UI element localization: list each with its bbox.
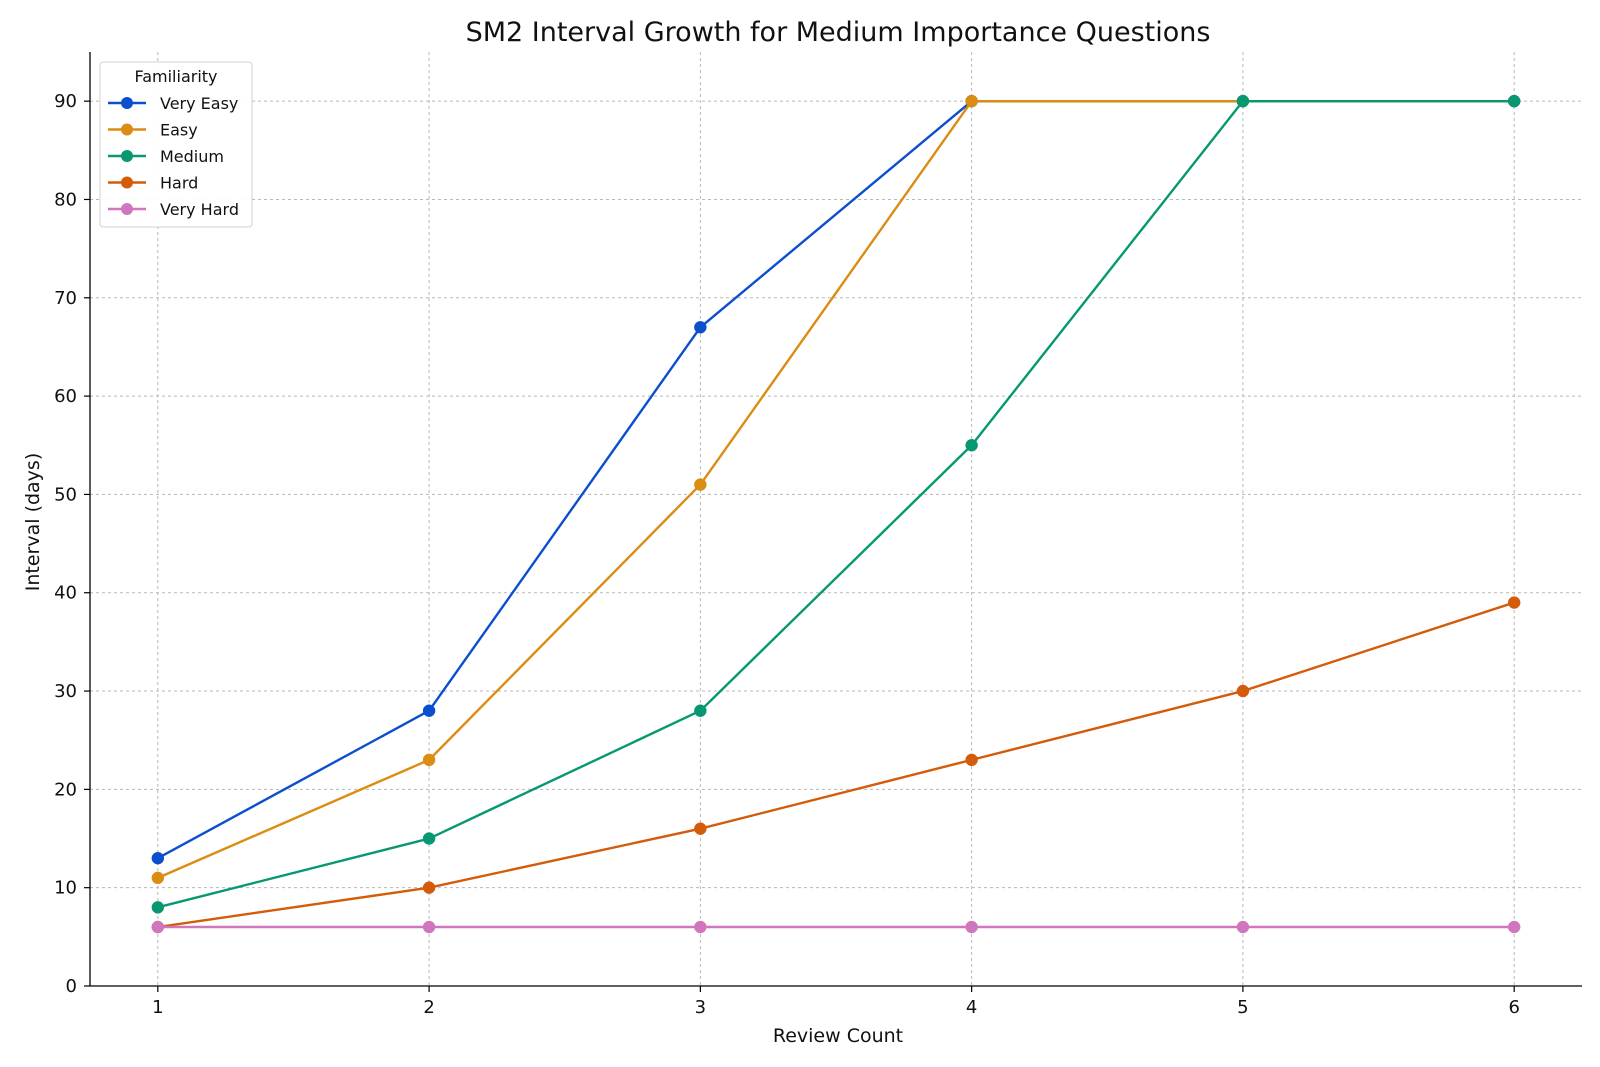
data-point-hard-5 — [1236, 684, 1250, 698]
x-axis-label: Review Count — [773, 1025, 903, 1047]
y-tick-label-30: 30 — [54, 681, 77, 702]
legend-swatch-marker-very-hard — [121, 203, 133, 215]
data-point-very-hard-4 — [965, 920, 978, 934]
series-line-medium — [156, 99, 1516, 909]
data-point-very-hard-5 — [1236, 920, 1250, 934]
y-tick-label-10: 10 — [54, 878, 77, 899]
series-line-easy — [156, 99, 1516, 880]
y-tick-label-0: 0 — [66, 976, 77, 997]
x-tick-label-2: 2 — [423, 997, 434, 1018]
data-point-very-hard-1 — [151, 920, 165, 934]
legend-item-very-hard: Very Hard — [108, 200, 239, 219]
legend-title: Familiarity — [134, 67, 217, 86]
y-tick-label-50: 50 — [54, 484, 77, 505]
series-medium — [151, 94, 1521, 914]
data-point-medium-3 — [694, 704, 707, 717]
legend-item-easy: Easy — [108, 121, 198, 140]
legend-label-very-hard: Very Hard — [160, 200, 239, 219]
series-very-easy — [151, 94, 1521, 865]
data-point-medium-1 — [151, 901, 165, 914]
legend-swatch-marker-very-easy — [121, 97, 133, 109]
data-point-very-easy-1 — [151, 851, 165, 865]
data-point-very-hard-2 — [422, 920, 436, 934]
legend-label-easy: Easy — [160, 121, 198, 140]
data-point-hard-6 — [1507, 596, 1521, 609]
data-point-very-hard-6 — [1507, 920, 1521, 934]
legend-label-medium: Medium — [160, 147, 224, 166]
data-point-easy-3 — [694, 478, 707, 491]
legend-item-hard: Hard — [108, 174, 198, 193]
grid-layer — [90, 52, 1582, 986]
series-hard — [151, 596, 1521, 934]
legend-label-hard: Hard — [160, 174, 198, 193]
y-axis-label: Interval (days) — [22, 453, 44, 591]
legend-swatch-marker-medium — [121, 150, 133, 162]
data-point-hard-2 — [422, 881, 436, 894]
legend-swatch-marker-easy — [121, 123, 133, 136]
data-point-hard-3 — [694, 822, 707, 835]
data-point-very-easy-2 — [422, 704, 436, 717]
data-point-medium-4 — [965, 439, 978, 452]
data-point-medium-2 — [422, 832, 436, 845]
series-layer — [151, 94, 1521, 934]
x-tick-label-1: 1 — [152, 997, 163, 1018]
legend-item-very-easy: Very Easy — [108, 94, 238, 113]
legend-items: Very Easy Easy Medium Hard Very Hard — [108, 94, 239, 219]
data-point-very-easy-3 — [694, 321, 707, 334]
x-tick-label-4: 4 — [966, 997, 977, 1018]
y-tick-label-20: 20 — [54, 779, 77, 800]
data-point-medium-6 — [1507, 94, 1521, 108]
y-tick-label-90: 90 — [54, 91, 77, 112]
x-tick-label-6: 6 — [1508, 997, 1519, 1018]
chart-title: SM2 Interval Growth for Medium Importanc… — [466, 17, 1211, 48]
data-point-easy-2 — [422, 753, 436, 767]
legend-label-very-easy: Very Easy — [160, 94, 238, 113]
data-point-easy-1 — [151, 871, 165, 885]
x-tick-label-3: 3 — [695, 997, 706, 1018]
series-line-very-easy — [156, 99, 1516, 860]
y-tick-label-40: 40 — [54, 583, 77, 604]
y-tick-label-60: 60 — [54, 386, 77, 407]
data-point-medium-5 — [1236, 94, 1250, 108]
y-tick-label-70: 70 — [54, 288, 77, 309]
legend: Familiarity Very EasyEasyMediumHardVery … — [99, 61, 253, 228]
series-line-hard — [156, 601, 1516, 929]
y-tick-label-80: 80 — [54, 189, 77, 210]
series-very-hard — [151, 920, 1521, 934]
legend-swatch-marker-hard — [121, 176, 133, 189]
x-tick-label-5: 5 — [1237, 997, 1248, 1018]
data-point-hard-4 — [965, 753, 978, 767]
legend-item-medium: Medium — [108, 147, 224, 166]
data-point-easy-4 — [965, 94, 978, 108]
data-point-very-hard-3 — [694, 920, 707, 934]
